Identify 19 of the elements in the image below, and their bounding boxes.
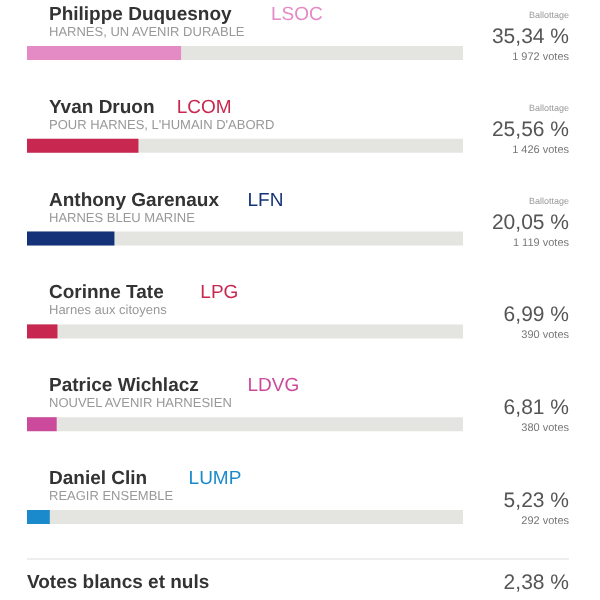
bar [27, 138, 139, 153]
category-label: Daniel Clin LUMP [49, 468, 242, 490]
bar [27, 417, 57, 432]
text: Votes blancs et nuls [27, 572, 210, 594]
data-label: 6,81 % [503, 396, 570, 421]
data-label: 25,56 % [491, 117, 569, 142]
category-label: Patrice Wichlacz LDVG [49, 375, 300, 398]
bar [27, 510, 50, 524]
category-label: Anthony Garenaux LFN [49, 189, 284, 212]
bar [27, 231, 115, 246]
text: 2,38 % [503, 571, 570, 595]
data-label: 35,34 % [491, 25, 569, 49]
bar [27, 324, 58, 339]
category-label: Corinne Tate LPG [49, 282, 239, 305]
y-tick-label: Yvan Druon LCOM [49, 96, 232, 119]
data-label: 6,99 % [503, 303, 570, 328]
category-label: Philippe Duquesnoy LSOC [49, 4, 323, 26]
data-label: 5,23 % [503, 489, 570, 513]
data-label: 20,05 % [491, 210, 569, 235]
